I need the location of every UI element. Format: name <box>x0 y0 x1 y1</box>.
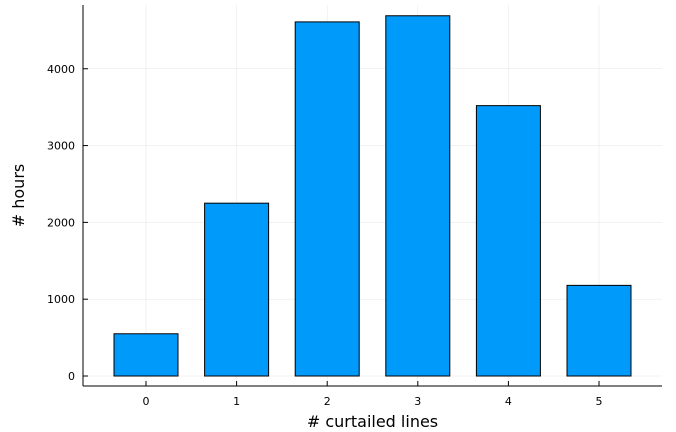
ticks: 0 1000 2000 3000 4000 0 1 2 3 4 5 <box>47 63 603 408</box>
x-tick-label: 5 <box>596 395 603 408</box>
bar-1 <box>204 202 270 377</box>
bar-0 <box>113 333 179 377</box>
x-tick-label: 4 <box>505 395 512 408</box>
x-tick-label: 0 <box>143 395 150 408</box>
bar-4 <box>475 105 541 377</box>
y-axis-label: # hours <box>9 164 28 227</box>
y-tick-label: 2000 <box>47 216 75 229</box>
bar-5 <box>566 284 632 377</box>
y-tick-label: 4000 <box>47 63 75 76</box>
bars <box>113 15 632 377</box>
x-axis-label: # curtailed lines <box>307 412 438 431</box>
y-tick-label: 3000 <box>47 140 75 153</box>
bar-2 <box>294 21 360 377</box>
y-tick-label: 1000 <box>47 293 75 306</box>
x-tick-label: 2 <box>324 395 331 408</box>
x-tick-label: 3 <box>414 395 421 408</box>
bar-3 <box>385 15 451 377</box>
y-tick-label: 0 <box>68 370 75 383</box>
x-tick-label: 1 <box>233 395 240 408</box>
